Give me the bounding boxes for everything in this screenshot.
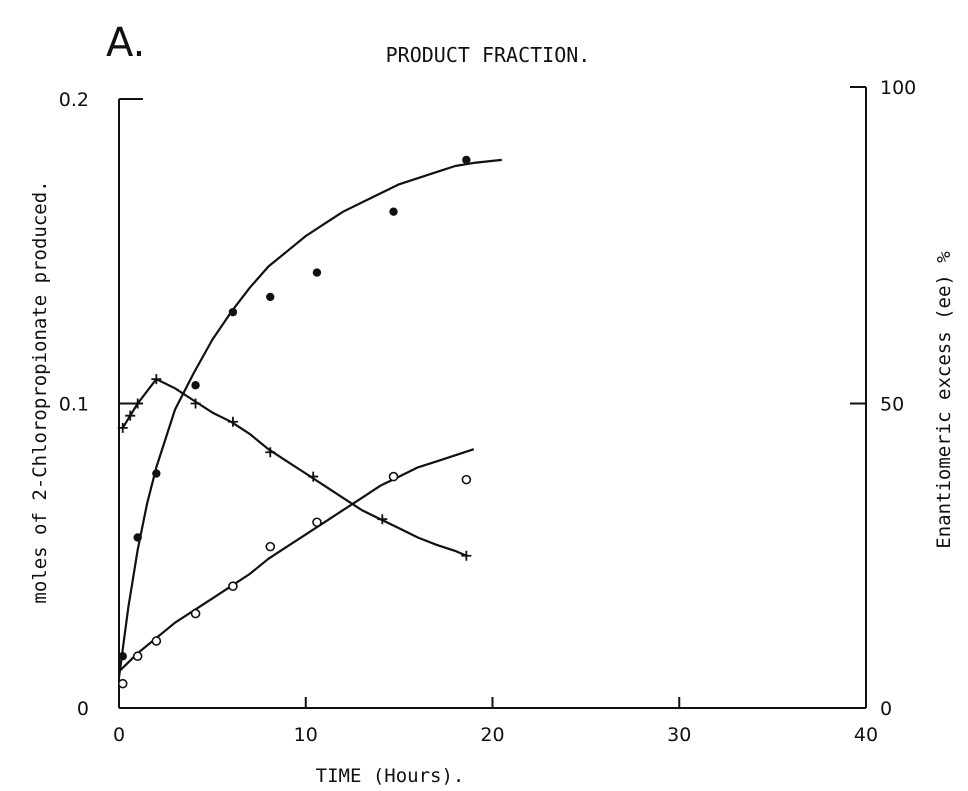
fit-curves <box>117 158 502 678</box>
x-tick-label: 20 <box>480 724 504 746</box>
x-tick-label: 0 <box>113 724 125 746</box>
data-point-plus <box>265 447 276 458</box>
y2-tick-label: 50 <box>880 394 904 416</box>
data-point-plus <box>461 550 472 561</box>
y-tick-label: 0.1 <box>59 394 89 416</box>
data-point-open <box>151 636 162 646</box>
y2-axis-label: Enantiomeric excess (ee) % <box>933 251 955 549</box>
data-point-filled <box>118 652 127 661</box>
y2-tick-label: 100 <box>880 77 916 99</box>
fit-curve-filled-circle <box>117 158 502 678</box>
data-point-plus <box>227 416 238 427</box>
x-tick-label: 40 <box>854 724 878 746</box>
data-point-filled <box>266 292 275 302</box>
data-point-open <box>265 541 276 552</box>
data-point-filled <box>389 207 398 216</box>
data-point-open <box>228 581 238 592</box>
data-point-filled <box>133 533 142 542</box>
data-point-open <box>312 517 322 528</box>
x-axis-label: TIME (Hours). <box>316 765 465 787</box>
y-tick-label: 0 <box>77 698 89 720</box>
y2-tick-label: 0 <box>880 698 892 720</box>
data-point-plus <box>117 422 128 433</box>
data-point-plus <box>125 410 136 421</box>
data-point-filled <box>312 268 322 277</box>
data-point-filled <box>152 469 161 478</box>
data-point-filled <box>191 381 200 390</box>
x-tick-label: 10 <box>294 724 318 746</box>
panel-label: A. <box>106 20 145 66</box>
x-tick-label: 30 <box>667 724 691 746</box>
data-point-open <box>117 678 128 689</box>
data-point-plus <box>190 398 201 409</box>
data-point-open <box>132 651 143 662</box>
chart-title: PRODUCT FRACTION. <box>386 43 591 67</box>
data-point-plus <box>132 398 143 409</box>
fit-curve-plus <box>121 378 467 557</box>
y-axis-label: moles of 2-Chloropropionate produced. <box>29 180 51 603</box>
fit-curve-open-circle <box>118 448 475 673</box>
data-point-open <box>190 608 201 619</box>
axes <box>118 87 867 709</box>
y-tick-label: 0.2 <box>59 89 89 111</box>
data-point-plus <box>308 471 319 482</box>
data-points <box>117 155 472 689</box>
data-point-open <box>388 471 399 482</box>
data-point-plus <box>151 374 162 385</box>
data-point-filled <box>228 307 238 317</box>
data-point-open <box>461 474 472 485</box>
data-point-plus <box>377 514 388 525</box>
data-point-filled <box>462 155 471 165</box>
